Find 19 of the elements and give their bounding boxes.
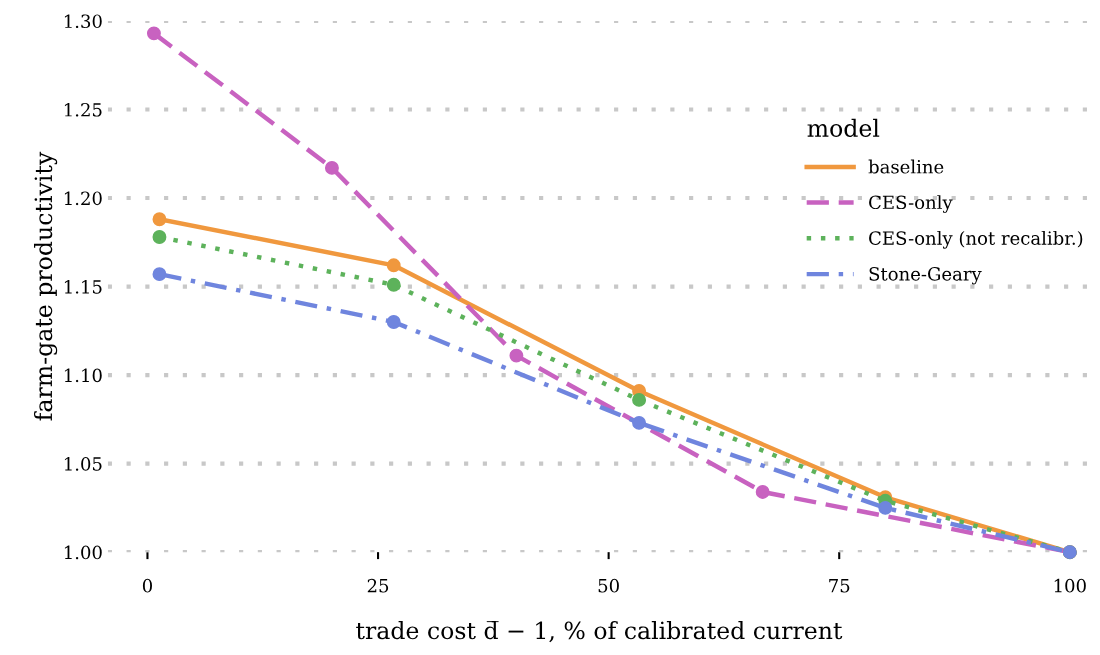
y-tick-label: 1.15	[64, 280, 102, 294]
x-tick-label: 100	[1054, 578, 1086, 593]
y-tick-label: 1.20	[64, 191, 102, 206]
legend-label: CES-only (not recalibr.)	[869, 230, 1083, 249]
y-tick-label: 1.30	[64, 14, 102, 29]
y-tick-label: 1.10	[64, 368, 102, 383]
y-tick-label: 1.25	[64, 102, 102, 117]
legend-label: Stone-Geary	[869, 267, 982, 285]
x-tick-label: 25	[367, 578, 389, 593]
legend-title: model	[807, 118, 880, 137]
x-axis-title: trade cost d̅ − 1, % of calibrated current	[356, 621, 843, 643]
legend-label: baseline	[868, 159, 944, 174]
y-axis-title: farm-gate productivity	[33, 151, 58, 421]
x-tick-label: 0	[142, 578, 153, 593]
y-tick-label: 1.05	[64, 457, 102, 471]
legend-label: CES-only	[869, 195, 953, 213]
x-tick-label: 50	[598, 578, 619, 593]
x-tick-label: 75	[829, 579, 850, 593]
y-tick-label: 1.00	[64, 545, 102, 560]
